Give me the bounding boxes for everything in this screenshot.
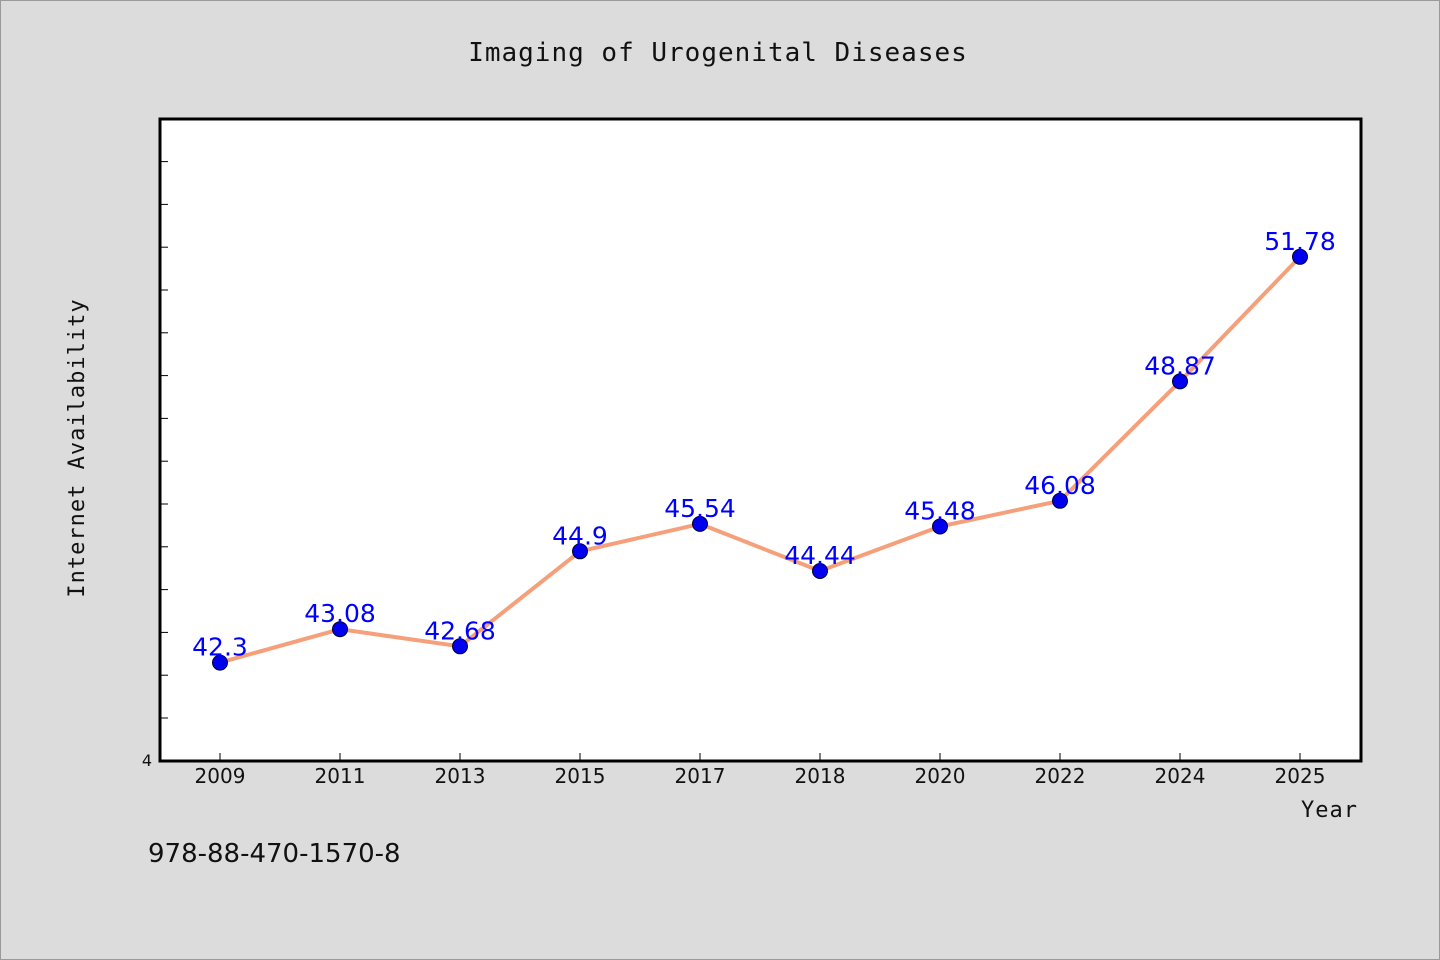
data-point-marker (572, 543, 588, 560)
data-label: 43.08 (304, 599, 376, 628)
x-tick-label: 2015 (555, 764, 606, 788)
series-line (219, 255, 1302, 665)
x-axis-label: Year (1301, 798, 1358, 823)
x-tick-label: 2020 (915, 764, 966, 788)
data-label: 48.87 (1144, 351, 1216, 380)
y-axis-label: Internet Availability (65, 298, 90, 597)
data-point-marker (332, 621, 348, 638)
x-tick-label: 2017 (675, 764, 726, 788)
x-tick-label: 2022 (1035, 764, 1086, 788)
isbn-caption: 978-88-470-1570-8 (148, 839, 401, 869)
series-markers (212, 248, 1308, 671)
data-point-marker (692, 515, 708, 532)
data-point-marker (1292, 248, 1308, 265)
data-label: 42.3 (192, 633, 248, 662)
data-point-marker (212, 654, 228, 671)
y-axis-ticks (160, 161, 168, 719)
data-label: 44.44 (784, 541, 856, 570)
x-tick-label: 2009 (195, 764, 246, 788)
data-label: 45.54 (664, 494, 736, 523)
data-labels: 42.3 43.08 42.68 44.9 45.54 44.44 45.48 46.08 48… (192, 227, 1336, 662)
x-tick-label: 2011 (315, 764, 366, 788)
x-tick-label: 2013 (435, 764, 486, 788)
data-point-marker (932, 518, 948, 535)
data-point-marker (1052, 492, 1068, 509)
chart-title: Imaging of Urogenital Diseases (468, 38, 968, 68)
y-axis-min-label: 4 (142, 751, 152, 770)
data-label: 42.68 (424, 616, 496, 645)
x-tick-label: 2025 (1275, 764, 1326, 788)
data-label: 44.9 (552, 521, 608, 550)
data-label: 51.78 (1264, 227, 1336, 256)
data-point-marker (452, 638, 468, 655)
x-axis-ticks: 2009 2011 2013 2015 2017 2018 2020 2022 2024 2025 (195, 753, 1326, 788)
x-tick-label: 2024 (1155, 764, 1206, 788)
plot-area (158, 117, 1363, 763)
data-point-marker (812, 563, 828, 579)
data-label: 45.48 (904, 497, 976, 526)
data-point-marker (1172, 373, 1188, 390)
series-line-group (219, 255, 1302, 665)
data-label: 46.08 (1024, 471, 1096, 500)
x-tick-label: 2018 (795, 764, 846, 788)
